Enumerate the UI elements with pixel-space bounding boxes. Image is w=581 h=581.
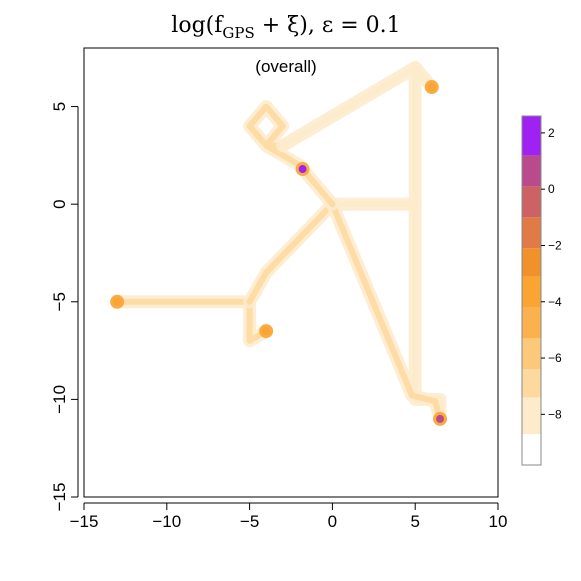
density-path xyxy=(329,201,443,422)
legend-tick-label: 2 xyxy=(548,126,555,140)
y-tick-label: −5 xyxy=(50,292,69,311)
title-mid: + ξ), xyxy=(255,13,322,38)
density-path xyxy=(114,298,270,344)
chart-title: log(fGPS + ξ), ε = 0.1 xyxy=(171,13,400,42)
density-path-halo xyxy=(110,295,273,348)
y-axis: −15 −10 −5 0 5 xyxy=(50,102,79,512)
legend-tick-label: 0 xyxy=(548,182,555,196)
legend-tick-label: −4 xyxy=(548,295,562,309)
x-tick-label: −5 xyxy=(240,512,259,531)
title-prefix: log(f xyxy=(171,13,224,38)
density-path xyxy=(279,64,419,208)
legend-tick-label: −8 xyxy=(548,407,562,421)
legend-bin xyxy=(522,248,541,277)
title-epsilon: ε xyxy=(322,13,333,38)
chart-subtitle: (overall) xyxy=(255,57,316,76)
plot-frame xyxy=(83,47,499,498)
hotspot xyxy=(298,165,307,174)
legend-bin xyxy=(522,276,541,308)
density-path xyxy=(246,201,336,305)
legend-bin xyxy=(522,186,541,218)
legend-tick-label: −6 xyxy=(548,351,562,365)
x-tick-label: 5 xyxy=(410,512,419,531)
y-tick-label: −10 xyxy=(50,385,69,414)
x-axis: −15 −10 −5 0 5 10 xyxy=(70,502,508,531)
legend-bin xyxy=(522,434,541,465)
legend-bin xyxy=(522,369,541,398)
color-legend: −8 −6 −4 −2 0 2 xyxy=(521,115,562,466)
legend-bin xyxy=(522,155,541,187)
legend-bin xyxy=(522,338,541,370)
hotspot xyxy=(262,327,271,336)
density-paths xyxy=(110,61,447,426)
hotspot xyxy=(427,83,436,92)
x-tick-label: −15 xyxy=(70,512,99,531)
x-tick-label: 10 xyxy=(489,512,508,531)
legend-bin xyxy=(522,397,541,435)
density-path xyxy=(246,103,336,208)
legend-frame xyxy=(521,115,542,466)
y-tick-label: 0 xyxy=(50,199,69,208)
plot-area xyxy=(83,47,499,498)
hotspot xyxy=(113,297,122,306)
y-tick-label: 5 xyxy=(50,102,69,111)
legend-tick-label: −2 xyxy=(548,238,562,252)
y-tick-label: −15 xyxy=(50,483,69,512)
legend-bin xyxy=(522,116,541,156)
title-epsilon-value: = 0.1 xyxy=(333,13,400,38)
legend-bin xyxy=(522,217,541,249)
hotspot xyxy=(436,414,445,423)
legend-bin xyxy=(522,307,541,339)
x-tick-label: −10 xyxy=(152,512,181,531)
title-subscript: GPS xyxy=(222,24,254,42)
x-tick-label: 0 xyxy=(328,512,337,531)
density-hotspots xyxy=(110,80,448,426)
